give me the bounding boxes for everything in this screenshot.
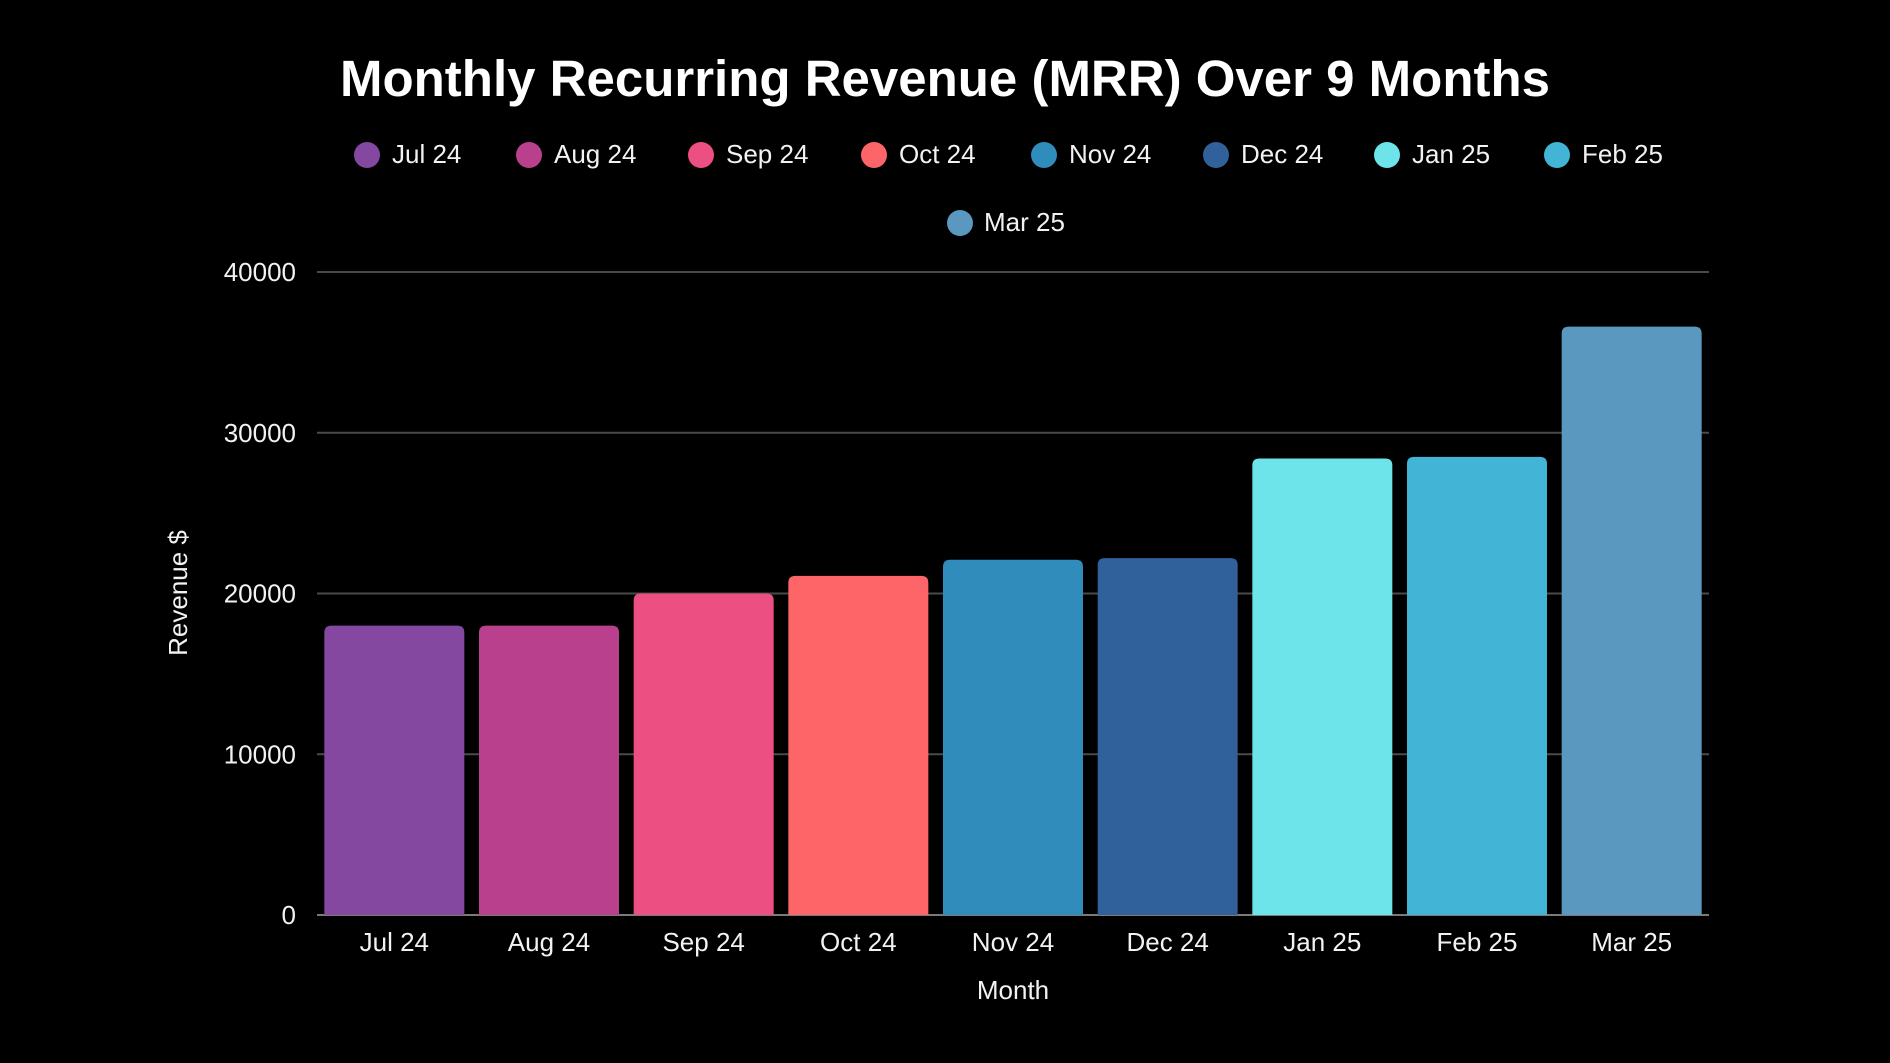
- y-tick-label: 40000: [224, 257, 296, 287]
- y-tick-label: 30000: [224, 418, 296, 448]
- x-tick-label: Nov 24: [972, 927, 1054, 957]
- bar-aug-24: [479, 625, 619, 915]
- legend-label: Jan 25: [1412, 139, 1490, 169]
- bar-sep-24: [633, 593, 774, 915]
- y-axis: 0 10000 20000 30000 40000: [224, 257, 296, 930]
- bar-mar-25: [1561, 326, 1702, 915]
- legend-item-dec-24: Dec 24: [1203, 139, 1323, 169]
- y-tick-label: 10000: [224, 739, 296, 769]
- x-tick-label: Mar 25: [1591, 927, 1672, 957]
- legend-label: Sep 24: [726, 139, 808, 169]
- x-tick-label: Sep 24: [662, 927, 744, 957]
- bar-nov-24: [943, 559, 1083, 915]
- x-tick-label: Jan 25: [1283, 927, 1361, 957]
- legend-item-jan-25: Jan 25: [1374, 139, 1490, 169]
- legend-label: Jul 24: [392, 139, 461, 169]
- bar-feb-25: [1407, 456, 1547, 915]
- legend: Jul 24 Aug 24 Sep 24 Oct 24 Nov 24 Dec 24 Jan …: [354, 139, 1663, 237]
- legend-label: Mar 25: [984, 207, 1065, 237]
- legend-swatch: [947, 210, 973, 236]
- x-tick-label: Dec 24: [1126, 927, 1208, 957]
- legend-label: Dec 24: [1241, 139, 1323, 169]
- x-tick-label: Aug 24: [508, 927, 590, 957]
- legend-item-sep-24: Sep 24: [688, 139, 808, 169]
- legend-item-aug-24: Aug 24: [516, 139, 636, 169]
- legend-label: Oct 24: [899, 139, 976, 169]
- bar-jan-25: [1252, 458, 1393, 915]
- y-tick-label: 20000: [224, 579, 296, 609]
- legend-swatch: [1544, 142, 1570, 168]
- legend-item-nov-24: Nov 24: [1031, 139, 1151, 169]
- bars: [324, 326, 1702, 915]
- legend-label: Aug 24: [554, 139, 636, 169]
- legend-swatch: [1374, 142, 1400, 168]
- x-axis-title: Month: [977, 975, 1049, 1005]
- legend-item-mar-25: Mar 25: [947, 207, 1065, 237]
- legend-swatch: [1203, 142, 1229, 168]
- x-tick-label: Feb 25: [1437, 927, 1518, 957]
- x-tick-label: Oct 24: [820, 927, 897, 957]
- legend-label: Feb 25: [1582, 139, 1663, 169]
- y-axis-title: Revenue $: [163, 530, 193, 656]
- bar-dec-24: [1097, 558, 1238, 915]
- legend-label: Nov 24: [1069, 139, 1151, 169]
- legend-swatch: [688, 142, 714, 168]
- chart-title: Monthly Recurring Revenue (MRR) Over 9 M…: [340, 50, 1550, 107]
- legend-item-feb-25: Feb 25: [1544, 139, 1663, 169]
- bar-oct-24: [788, 575, 929, 915]
- legend-swatch: [354, 142, 380, 168]
- bar-jul-24: [324, 625, 465, 915]
- legend-swatch: [516, 142, 542, 168]
- x-axis: Jul 24 Aug 24 Sep 24 Oct 24 Nov 24 Dec 24 Jan …: [360, 927, 1672, 957]
- y-tick-label: 0: [282, 900, 296, 930]
- legend-swatch: [1031, 142, 1057, 168]
- legend-swatch: [861, 142, 887, 168]
- x-tick-label: Jul 24: [360, 927, 429, 957]
- legend-item-oct-24: Oct 24: [861, 139, 976, 169]
- legend-item-jul-24: Jul 24: [354, 139, 461, 169]
